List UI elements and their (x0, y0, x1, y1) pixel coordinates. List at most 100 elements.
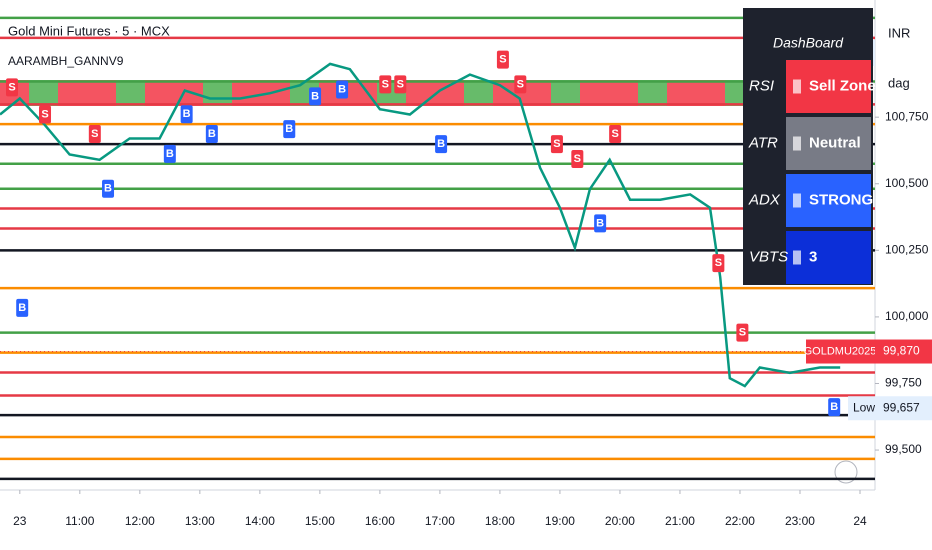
x-tick-label: 16:00 (365, 514, 395, 528)
signal-label: S (553, 138, 560, 150)
signal-marker (102, 179, 115, 198)
signal-marker (828, 398, 841, 417)
dashboard-icon (793, 250, 801, 265)
signal-marker (496, 50, 509, 69)
signal-label: S (715, 257, 722, 269)
signal-label: B (104, 183, 112, 195)
dashboard-icon (793, 79, 801, 94)
signal-label: B (311, 90, 319, 102)
dashboard-row-status: STRONG (809, 191, 873, 208)
signal-label: B (596, 217, 604, 229)
signal-label: S (382, 78, 389, 90)
y-tick-label: 100,750 (885, 109, 929, 123)
signal-label: B (830, 401, 838, 413)
band-segment (87, 80, 116, 106)
currency-note: dag (888, 75, 910, 90)
signal-marker (435, 135, 448, 154)
band-segment (638, 80, 667, 106)
price-line (0, 62, 841, 388)
band-segment (667, 80, 696, 106)
dashboard-row-status: Sell Zone (809, 77, 876, 94)
alert-icon[interactable] (834, 460, 858, 484)
last-name: GOLDMU2025 (804, 345, 877, 357)
band-segment (232, 80, 261, 106)
chart-title: Gold Mini Futures · 5 · MCX (8, 23, 170, 38)
signal-marker (736, 323, 749, 342)
signal-label: S (91, 128, 98, 140)
signal-marker (514, 75, 527, 94)
low-price: 99,657 (883, 400, 920, 414)
signal-label: S (611, 128, 618, 140)
band-segment (435, 80, 464, 106)
currency: INR (888, 25, 910, 40)
last-price: 99,870 (883, 344, 920, 358)
signal-marker (609, 124, 622, 143)
signal-marker (16, 298, 29, 317)
signal-marker (594, 214, 607, 233)
signal-marker (394, 75, 407, 94)
y-tick-label: 99,750 (885, 376, 922, 390)
low-price-tag (875, 396, 932, 421)
dashboard-icon (793, 193, 801, 208)
signal-label: S (739, 327, 746, 339)
signal-label: B (208, 128, 216, 140)
band-segment (580, 80, 609, 106)
x-tick-label: 23 (13, 514, 27, 528)
x-tick-label: 21:00 (665, 514, 695, 528)
signal-label: S (499, 54, 506, 66)
band-segment (551, 80, 580, 106)
x-tick-label: 11:00 (65, 514, 94, 528)
last-name-tag (806, 339, 875, 364)
signal-label: S (41, 108, 48, 120)
band-segment (464, 80, 493, 106)
dashboard-row-name: RSI (749, 77, 774, 94)
band-segment (522, 80, 551, 106)
signal-label: S (574, 153, 581, 165)
x-tick-label: 18:00 (485, 514, 515, 528)
band-segment (406, 80, 435, 106)
signal-marker (39, 105, 52, 124)
x-tick-label: 15:00 (305, 514, 335, 528)
signal-label: B (285, 123, 293, 135)
band-segment (609, 80, 638, 106)
signal-label: B (338, 83, 346, 95)
low-name-tag (848, 396, 875, 421)
band-segment (116, 80, 145, 106)
y-tick-label: 100,250 (885, 242, 929, 256)
band-segment (145, 80, 174, 106)
signal-marker (309, 87, 322, 106)
signal-marker (205, 124, 218, 143)
x-tick-label: 12:00 (125, 514, 155, 528)
low-name: Low (853, 400, 875, 414)
last-price-tag (875, 339, 932, 364)
signal-label: S (8, 81, 15, 93)
dashboard-row-status: Neutral (809, 134, 861, 151)
signal-marker (712, 254, 725, 273)
x-tick-label: 19:00 (545, 514, 575, 528)
signal-label: S (517, 78, 524, 90)
x-tick-label: 23:00 (785, 514, 815, 528)
signal-label: B (18, 302, 26, 314)
signal-marker (379, 75, 392, 94)
signal-marker (336, 80, 349, 99)
indicator-name: AARAMBH_GANNV9 (8, 54, 124, 68)
signal-marker (6, 78, 19, 97)
y-tick-label: 100,000 (885, 309, 929, 323)
dashboard-title: DashBoard (773, 35, 844, 51)
x-tick-label: 20:00 (605, 514, 635, 528)
y-tick-label: 100,500 (885, 176, 929, 190)
x-tick-label: 24 (853, 514, 867, 528)
signal-marker (163, 144, 176, 163)
band-segment (348, 80, 377, 106)
band-segment (29, 80, 58, 106)
dashboard-row-name: ADX (748, 191, 781, 208)
band-segment (58, 80, 87, 106)
x-tick-label: 17:00 (425, 514, 455, 528)
x-tick-label: 22:00 (725, 514, 755, 528)
signal-label: B (166, 148, 174, 160)
signal-marker (571, 149, 584, 168)
y-tick-label: 99,500 (885, 442, 922, 456)
band-segment (696, 80, 725, 106)
band-segment (203, 80, 232, 106)
